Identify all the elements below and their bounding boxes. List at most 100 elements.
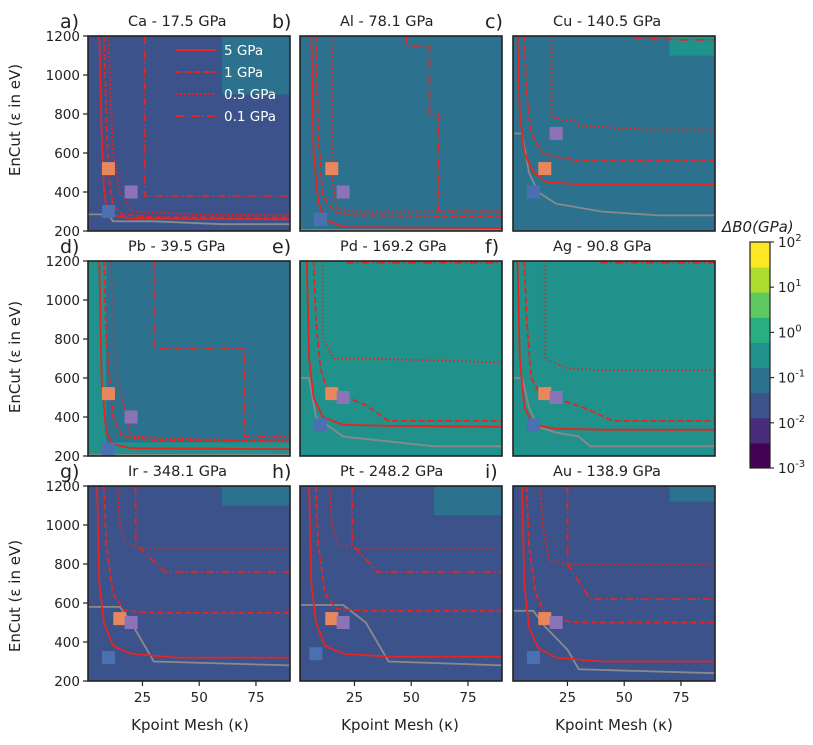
panel-frame [299, 485, 503, 682]
panel-title: Ca - 17.5 GPa [128, 14, 227, 30]
marker-orange [538, 387, 552, 401]
colorbar-tick-label: 10-2 [778, 414, 805, 432]
marker-blue [526, 651, 540, 665]
y-tick-label: 1000 [46, 518, 80, 534]
contour-line-dotted [543, 261, 715, 372]
y-tick-label: 600 [54, 371, 80, 387]
panel-frame [299, 35, 503, 232]
contour-region [300, 280, 502, 456]
contour-region [88, 94, 290, 231]
marker-blue [526, 418, 540, 432]
x-tick-label: 75 [247, 690, 264, 706]
colorbar-segment [750, 367, 770, 394]
contour-line-solid [98, 261, 290, 451]
y-tick-label: 800 [54, 332, 80, 348]
y-tick-label: 600 [54, 596, 80, 612]
x-tick-label: 25 [134, 690, 151, 706]
panel-7: g) Ir - 348.1 GPa 200 400 600 800 1000 1200 25 50… [46, 461, 291, 706]
contour-line-dashed [525, 486, 715, 624]
y-tick-label: 200 [54, 674, 80, 690]
colorbar-segment [750, 242, 770, 268]
marker-purple [336, 185, 350, 199]
marker-blue [313, 418, 327, 432]
panel-title: Pt - 248.2 GPa [340, 464, 443, 480]
contour-line-dotted [550, 36, 715, 131]
marker-purple [549, 616, 563, 629]
colorbar-segment [750, 292, 770, 318]
y-tick-label: 1000 [46, 68, 80, 84]
panel-title: Pb - 39.5 GPa [128, 239, 226, 255]
marker-blue [101, 442, 115, 456]
marker-purple [336, 616, 350, 629]
panel-tag: c) [485, 11, 503, 33]
marker-blue [526, 185, 540, 199]
y-axis-label-row-3: EnCut (ε in eV) [6, 540, 24, 652]
marker-orange [325, 162, 339, 176]
y-tick-label: 400 [54, 635, 80, 651]
panel-tag: g) [60, 461, 79, 483]
panel-4: d) Pb - 39.5 GPa 200 400 600 800 1000 1200 [46, 236, 291, 465]
y-tick-label: 400 [54, 410, 80, 426]
contour-region [513, 358, 715, 456]
y-tick-label: 1200 [46, 29, 80, 45]
marker-purple [549, 391, 563, 404]
x-tick-label: 25 [346, 690, 363, 706]
contour-region [300, 515, 502, 681]
x-axis-label-col-1: Kpoint Mesh (κ) [131, 716, 249, 734]
contour-line-dashdot [405, 36, 502, 213]
y-tick-label: 800 [54, 107, 80, 123]
panel-title: Ir - 348.1 GPa [128, 464, 227, 480]
colorbar-tick-label: 10-1 [778, 369, 805, 387]
y-axis-label-row-1: EnCut (ε in eV) [6, 64, 24, 176]
y-tick-label: 800 [54, 557, 80, 573]
contour-line-dashed [103, 486, 290, 614]
panel-frame [512, 35, 716, 232]
marker-orange [538, 612, 552, 626]
panel-5: e) Pd - 169.2 GPa [272, 236, 503, 457]
x-tick-label: 75 [672, 690, 689, 706]
panel-tag: f) [485, 236, 499, 258]
x-axis-label-col-3: Kpoint Mesh (κ) [555, 716, 673, 734]
y-tick-label: 400 [54, 185, 80, 201]
contour-line-solid [305, 261, 502, 428]
panel-frame [299, 260, 503, 457]
marker-purple [549, 127, 563, 140]
panel-background [88, 261, 290, 456]
grey-convergence-line [513, 609, 715, 675]
grey-convergence-line [300, 377, 502, 448]
panel-title: Au - 138.9 GPa [553, 464, 661, 480]
panel-title: Cu - 140.5 GPa [553, 14, 661, 30]
contour-line-dotted [321, 261, 502, 364]
x-tick-label: 75 [459, 690, 476, 706]
marker-orange [325, 612, 339, 626]
panel-1: a) Ca - 17.5 GPa 200 400 600 800 1000 1200 [46, 11, 291, 240]
contour-line-dotted [328, 486, 502, 550]
contour-line-dotted [109, 261, 290, 442]
colorbar-segment [750, 417, 770, 444]
colorbar-segment [750, 442, 770, 469]
y-tick-label: 200 [54, 224, 80, 240]
colorbar-tick-label: 100 [778, 323, 802, 341]
contour-line-dashed [315, 36, 502, 218]
panel-tag: h) [272, 461, 291, 483]
legend-label: 5 GPa [224, 43, 263, 59]
marker-orange [538, 162, 552, 176]
panel-tag: b) [272, 11, 291, 33]
panel-frame [87, 485, 291, 682]
marker-purple [124, 616, 138, 629]
x-tick-label: 50 [191, 690, 208, 706]
marker-blue [101, 651, 115, 665]
contour-line-solid [516, 36, 715, 186]
panel-tag: e) [272, 236, 291, 258]
colorbar: 10-3 10-2 10-1 100 101 102 [749, 233, 805, 477]
contour-line-dashed [523, 261, 715, 422]
marker-orange [113, 612, 127, 626]
marker-blue [313, 212, 327, 226]
panel-tag: d) [60, 236, 79, 258]
panel-frame [87, 260, 291, 457]
legend-label: 0.5 GPa [224, 87, 276, 103]
panel-tag: a) [60, 11, 79, 33]
panel-frame [512, 260, 716, 457]
contour-line-dashed [103, 261, 290, 443]
panel-9: i) Au - 138.9 GPa 25 50 75 [485, 461, 716, 706]
